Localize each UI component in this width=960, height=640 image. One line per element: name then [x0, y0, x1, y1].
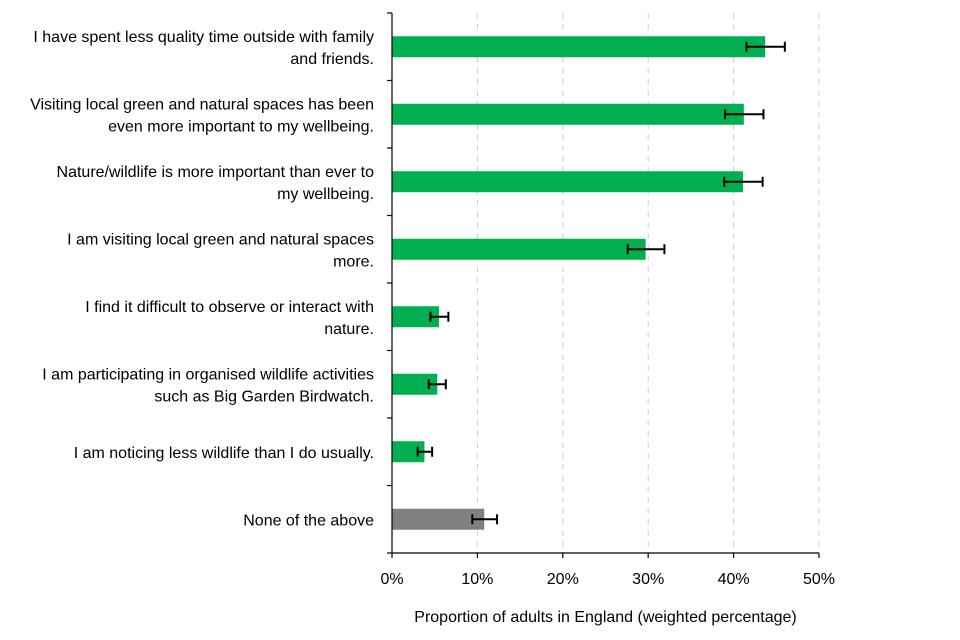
category-label: Nature/wildlife is more important than e… [57, 164, 375, 181]
x-tick-labels: 0% 10% 20% 30% 40% 50% [380, 571, 835, 588]
error-bar [745, 41, 786, 52]
category-label: I find it difficult to observe or intera… [85, 299, 374, 316]
bar [392, 103, 744, 125]
error-bar [429, 311, 450, 322]
category-label: I have spent less quality time outside w… [33, 29, 374, 46]
category-label: even more important to my wellbeing. [108, 118, 374, 135]
bar [392, 306, 439, 328]
error-bar [626, 244, 666, 255]
bars [392, 36, 766, 530]
x-tick-label: 50% [803, 571, 835, 588]
category-label: Visiting local green and natural spaces … [30, 96, 374, 113]
category-label: such as Big Garden Birdwatch. [154, 388, 374, 405]
x-tick-label: 0% [380, 571, 403, 588]
category-label: I am noticing less wildlife than I do us… [74, 445, 374, 462]
bar [392, 238, 646, 260]
gridlines [476, 13, 820, 553]
bar [392, 171, 743, 193]
error-bar [723, 176, 764, 187]
category-label: I am participating in organised wildlife… [42, 366, 374, 383]
x-tick-label: 30% [632, 571, 664, 588]
error-bar [427, 379, 447, 390]
error-bar [416, 446, 434, 457]
error-bar [724, 109, 765, 120]
category-label: more. [333, 253, 374, 270]
axes [387, 12, 820, 558]
x-tick-label: 20% [547, 571, 579, 588]
category-label: nature. [324, 321, 374, 338]
bar [392, 508, 485, 530]
category-label: my wellbeing. [277, 186, 374, 203]
bar [392, 36, 766, 58]
x-axis-title: Proportion of adults in England (weighte… [414, 609, 796, 626]
category-label: None of the above [243, 512, 374, 529]
x-tick-label: 40% [718, 571, 750, 588]
bar [392, 441, 425, 463]
category-label: and friends. [290, 51, 374, 68]
bar [392, 373, 438, 395]
x-tick-label: 10% [461, 571, 493, 588]
error-bars [416, 41, 786, 525]
category-label: I am visiting local green and natural sp… [67, 231, 374, 248]
error-bar [471, 514, 499, 525]
category-labels: I have spent less quality time outside w… [30, 29, 374, 530]
